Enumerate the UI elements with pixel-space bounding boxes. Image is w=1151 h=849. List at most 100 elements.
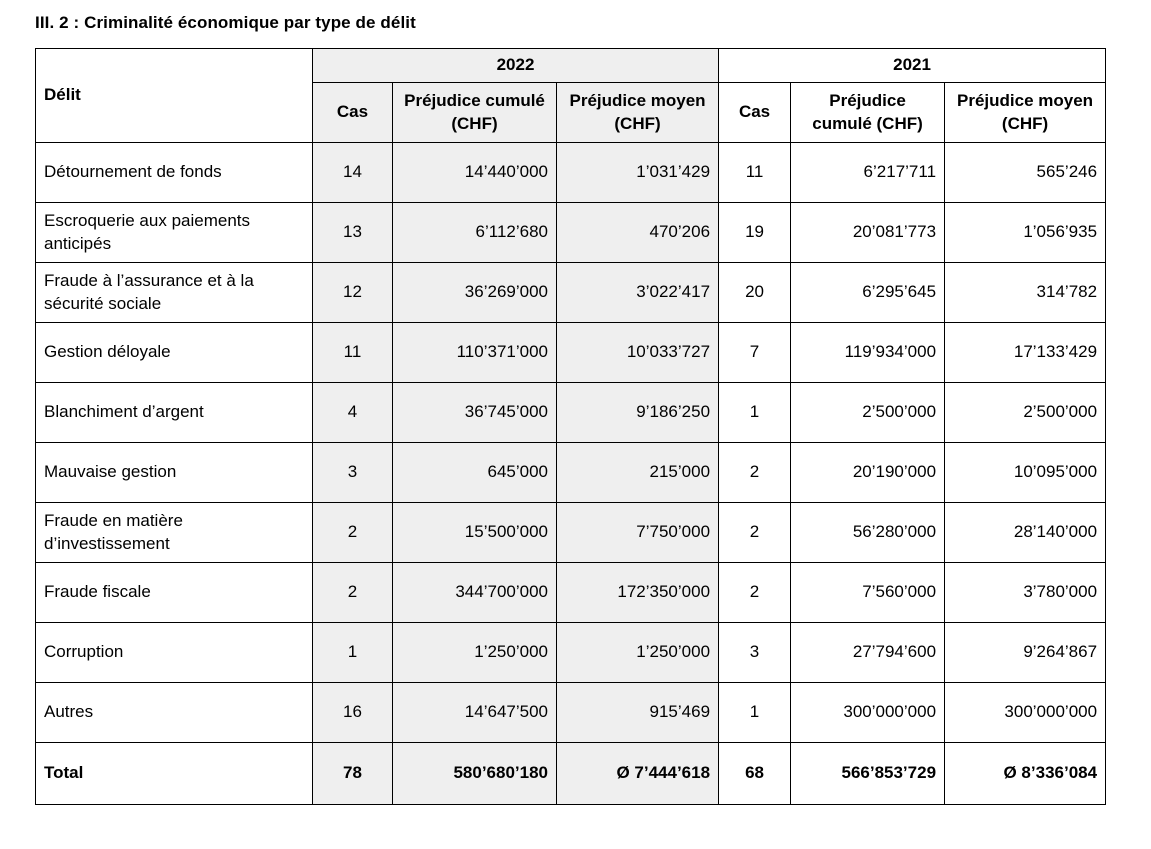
- cas-2021-cell: 2: [718, 442, 792, 503]
- moyen-2022-cell: 10’033’727: [555, 322, 720, 383]
- cumule-2021-cell: 6’295’645: [790, 262, 946, 323]
- year-header-2021: 2021: [718, 48, 1107, 83]
- cas-2022-cell: 3: [312, 442, 393, 503]
- moyen-2021-cell: 1’056’935: [944, 202, 1107, 263]
- total-label-cell: Total: [35, 742, 313, 805]
- cas-2021-cell: 3: [718, 622, 792, 683]
- delit-cell: Mauvaise gestion: [35, 442, 313, 503]
- moyen-2022-cell: 7’750’000: [555, 502, 720, 563]
- cas-2021-cell: 11: [718, 142, 792, 203]
- cas-2021-cell: 19: [718, 202, 792, 263]
- cumule-2021-cell: 56’280’000: [790, 502, 946, 563]
- cas-2022-cell: 14: [312, 142, 393, 203]
- total-moyen-2022-cell: Ø 7’444’618: [555, 742, 720, 805]
- column-header-delit: Délit: [35, 48, 313, 143]
- cumule-2021-cell: 20’081’773: [790, 202, 946, 263]
- cumule-2022-cell: 645’000: [392, 442, 557, 503]
- cas-2022-cell: 4: [312, 382, 393, 443]
- table-row: Détournement de fonds 14 14’440’000 1’03…: [35, 142, 1107, 203]
- moyen-2021-cell: 28’140’000: [944, 502, 1107, 563]
- cas-2021-cell: 1: [718, 682, 792, 743]
- total-cas-2021-cell: 68: [718, 742, 792, 805]
- delit-cell: Fraude à l’assurance et à la sécurité so…: [35, 262, 313, 323]
- cas-2022-cell: 16: [312, 682, 393, 743]
- cas-2021-cell: 20: [718, 262, 792, 323]
- cumule-2021-cell: 119’934’000: [790, 322, 946, 383]
- cas-2022-cell: 1: [312, 622, 393, 683]
- column-header-moyen-2021: Préjudice moyen (CHF): [944, 82, 1107, 143]
- cumule-2022-cell: 344’700’000: [392, 562, 557, 623]
- cas-2022-cell: 2: [312, 502, 393, 563]
- total-moyen-2021-cell: Ø 8’336’084: [944, 742, 1107, 805]
- delit-cell: Fraude en matière d’investissement: [35, 502, 313, 563]
- total-cumule-2022-cell: 580’680’180: [392, 742, 557, 805]
- moyen-2021-cell: 3’780’000: [944, 562, 1107, 623]
- cumule-2022-cell: 36’269’000: [392, 262, 557, 323]
- cas-2022-cell: 2: [312, 562, 393, 623]
- delit-cell: Blanchiment d’argent: [35, 382, 313, 443]
- moyen-2021-cell: 2’500’000: [944, 382, 1107, 443]
- moyen-2021-cell: 314’782: [944, 262, 1107, 323]
- cumule-2022-cell: 14’440’000: [392, 142, 557, 203]
- moyen-2022-cell: 1’031’429: [555, 142, 720, 203]
- table-row: Escroquerie aux paiements anticipés 13 6…: [35, 202, 1107, 263]
- cumule-2021-cell: 7’560’000: [790, 562, 946, 623]
- cumule-2022-cell: 1’250’000: [392, 622, 557, 683]
- delit-cell: Escroquerie aux paiements anticipés: [35, 202, 313, 263]
- cas-2021-cell: 2: [718, 502, 792, 563]
- moyen-2022-cell: 9’186’250: [555, 382, 720, 443]
- crime-statistics-table: Délit 2022 2021 Cas Préjudice cumulé (CH…: [35, 48, 1107, 805]
- delit-cell: Détournement de fonds: [35, 142, 313, 203]
- column-header-moyen-2022: Préjudice moyen (CHF): [555, 82, 720, 143]
- moyen-2022-cell: 215’000: [555, 442, 720, 503]
- moyen-2022-cell: 470’206: [555, 202, 720, 263]
- cumule-2021-cell: 27’794’600: [790, 622, 946, 683]
- cumule-2022-cell: 15’500’000: [392, 502, 557, 563]
- moyen-2021-cell: 9’264’867: [944, 622, 1107, 683]
- cas-2022-cell: 11: [312, 322, 393, 383]
- moyen-2022-cell: 172’350’000: [555, 562, 720, 623]
- moyen-2022-cell: 3’022’417: [555, 262, 720, 323]
- delit-cell: Corruption: [35, 622, 313, 683]
- cas-2022-cell: 13: [312, 202, 393, 263]
- moyen-2022-cell: 1’250’000: [555, 622, 720, 683]
- table-row: Fraude fiscale 2 344’700’000 172’350’000…: [35, 562, 1107, 623]
- cumule-2022-cell: 36’745’000: [392, 382, 557, 443]
- cumule-2021-cell: 6’217’711: [790, 142, 946, 203]
- total-cas-2022-cell: 78: [312, 742, 393, 805]
- table-row: Autres 16 14’647’500 915’469 1 300’000’0…: [35, 682, 1107, 743]
- table-row: Corruption 1 1’250’000 1’250’000 3 27’79…: [35, 622, 1107, 683]
- table-row: Blanchiment d’argent 4 36’745’000 9’186’…: [35, 382, 1107, 443]
- table-row: Mauvaise gestion 3 645’000 215’000 2 20’…: [35, 442, 1107, 503]
- table-row: Gestion déloyale 11 110’371’000 10’033’7…: [35, 322, 1107, 383]
- cas-2021-cell: 1: [718, 382, 792, 443]
- cas-2021-cell: 2: [718, 562, 792, 623]
- cumule-2022-cell: 110’371’000: [392, 322, 557, 383]
- cas-2021-cell: 7: [718, 322, 792, 383]
- cumule-2021-cell: 2’500’000: [790, 382, 946, 443]
- year-header-2022: 2022: [311, 48, 720, 83]
- column-header-cumule-2021: Préjudice cumulé (CHF): [790, 82, 946, 143]
- moyen-2022-cell: 915’469: [555, 682, 720, 743]
- cumule-2022-cell: 6’112’680: [392, 202, 557, 263]
- table-row: Fraude à l’assurance et à la sécurité so…: [35, 262, 1107, 323]
- table-total-row: Total 78 580’680’180 Ø 7’444’618 68 566’…: [35, 742, 1107, 805]
- page-title: III. 2 : Criminalité économique par type…: [35, 13, 416, 32]
- column-header-cas-2022: Cas: [312, 82, 393, 143]
- header-row-columns: Cas Préjudice cumulé (CHF) Préjudice moy…: [36, 82, 1107, 143]
- moyen-2021-cell: 17’133’429: [944, 322, 1107, 383]
- cas-2022-cell: 12: [312, 262, 393, 323]
- total-cumule-2021-cell: 566’853’729: [790, 742, 946, 805]
- cumule-2021-cell: 20’190’000: [790, 442, 946, 503]
- delit-cell: Fraude fiscale: [35, 562, 313, 623]
- column-header-cas-2021: Cas: [718, 82, 792, 143]
- header-row-years: Délit 2022 2021: [35, 48, 1107, 143]
- moyen-2021-cell: 10’095’000: [944, 442, 1107, 503]
- moyen-2021-cell: 565’246: [944, 142, 1107, 203]
- moyen-2021-cell: 300’000’000: [944, 682, 1107, 743]
- column-header-cumule-2022: Préjudice cumulé (CHF): [392, 82, 557, 143]
- cumule-2022-cell: 14’647’500: [392, 682, 557, 743]
- delit-cell: Autres: [35, 682, 313, 743]
- delit-cell: Gestion déloyale: [35, 322, 313, 383]
